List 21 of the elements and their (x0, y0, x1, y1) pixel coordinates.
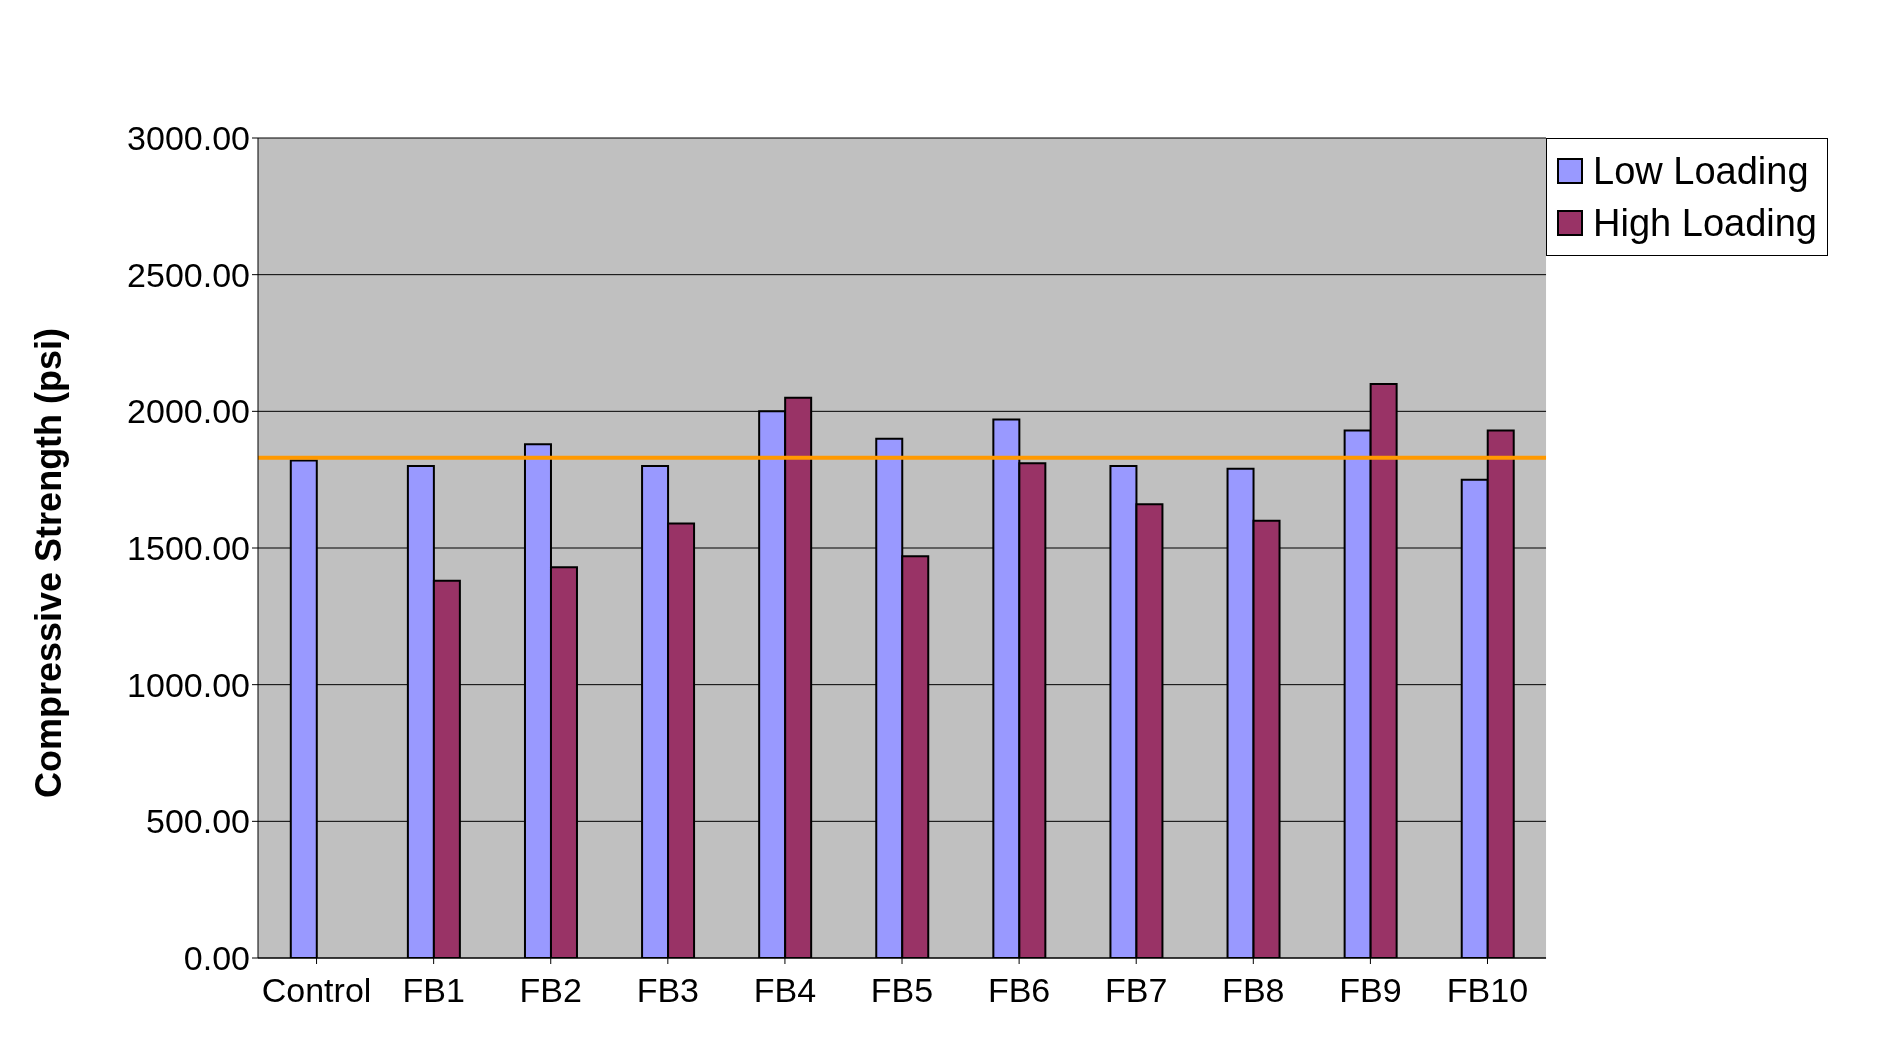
x-tick-label: FB5 (870, 971, 934, 1010)
legend-label: Low Loading (1593, 149, 1809, 194)
x-tick-label: FB2 (519, 971, 582, 1010)
x-tick-label: FB7 (1105, 971, 1168, 1010)
legend-label: High Loading (1593, 201, 1817, 246)
y-axis-title: Compressive Strength (psi) (27, 327, 69, 798)
y-tick-label: 3000.00 (127, 119, 250, 158)
y-tick-label: 2500.00 (127, 255, 250, 294)
x-tick-label: FB1 (402, 971, 465, 1010)
x-tick-label: FB10 (1446, 971, 1529, 1010)
y-tick-label: 2000.00 (127, 392, 250, 431)
y-tick-label: 500.00 (146, 802, 250, 841)
y-tick-label: 1500.00 (127, 529, 250, 568)
y-tick-label: 0.00 (183, 939, 250, 978)
x-tick-label: FB8 (1222, 971, 1285, 1010)
x-tick-label: FB3 (636, 971, 700, 1010)
x-tick-label: FB4 (753, 971, 817, 1010)
x-tick-label: FB6 (987, 971, 1051, 1010)
x-tick-label: Control (261, 971, 372, 1010)
y-tick-label: 1000.00 (127, 665, 250, 704)
x-tick-label: FB9 (1339, 971, 1402, 1010)
